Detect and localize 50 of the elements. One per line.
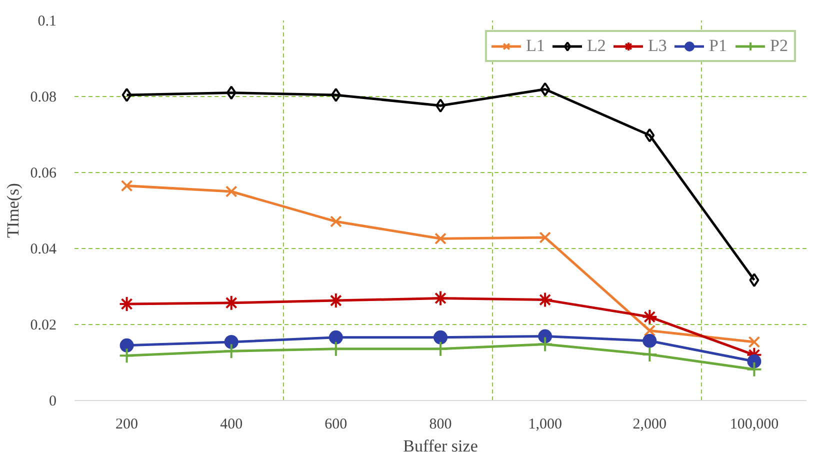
y-tick-label: 0.06	[30, 166, 57, 182]
x-tick-label: 800	[429, 416, 452, 432]
point	[328, 340, 344, 357]
y-tick-label: 0.1	[38, 14, 56, 30]
point	[330, 88, 341, 102]
legend-label: P1	[709, 36, 728, 56]
point	[224, 334, 238, 349]
x-tick-label: 400	[220, 416, 243, 432]
point	[434, 232, 446, 245]
point	[538, 329, 552, 344]
x-axis-title: Buffer size	[403, 436, 478, 456]
point	[226, 86, 236, 100]
y-tick-label: 0.04	[30, 242, 57, 258]
point	[223, 343, 240, 360]
point	[642, 334, 657, 348]
x-tick-label: 200	[116, 416, 138, 432]
x-tick-label: 100,000	[730, 416, 779, 432]
point	[120, 338, 134, 352]
point	[118, 348, 135, 364]
legend-label: L3	[648, 36, 668, 56]
x-tick-label: 600	[324, 416, 348, 432]
point	[746, 361, 762, 378]
point	[120, 180, 133, 192]
point	[642, 346, 658, 363]
point	[225, 186, 238, 198]
point	[540, 82, 550, 96]
point	[537, 292, 554, 308]
point	[432, 340, 448, 357]
point	[539, 232, 552, 244]
point	[644, 128, 655, 142]
point	[748, 336, 760, 348]
legend-label: L2	[587, 36, 607, 56]
point	[330, 216, 342, 228]
point	[749, 273, 760, 288]
x-tick-label: 2,000	[632, 416, 667, 432]
legend-label: P2	[770, 36, 789, 56]
point	[642, 308, 658, 325]
y-axis-title: TIme(s)	[3, 183, 22, 238]
point	[644, 324, 656, 337]
point	[122, 88, 132, 102]
y-tick-label: 0	[49, 394, 56, 410]
point	[434, 330, 448, 344]
point	[537, 336, 554, 352]
x-tick-label: 1,000	[528, 416, 562, 432]
point	[328, 330, 343, 344]
y-tick-label: 0.02	[30, 318, 56, 334]
point	[747, 354, 762, 368]
legend-label: L1	[526, 36, 546, 56]
point	[432, 290, 448, 306]
y-tick-label: 0.08	[30, 90, 56, 106]
